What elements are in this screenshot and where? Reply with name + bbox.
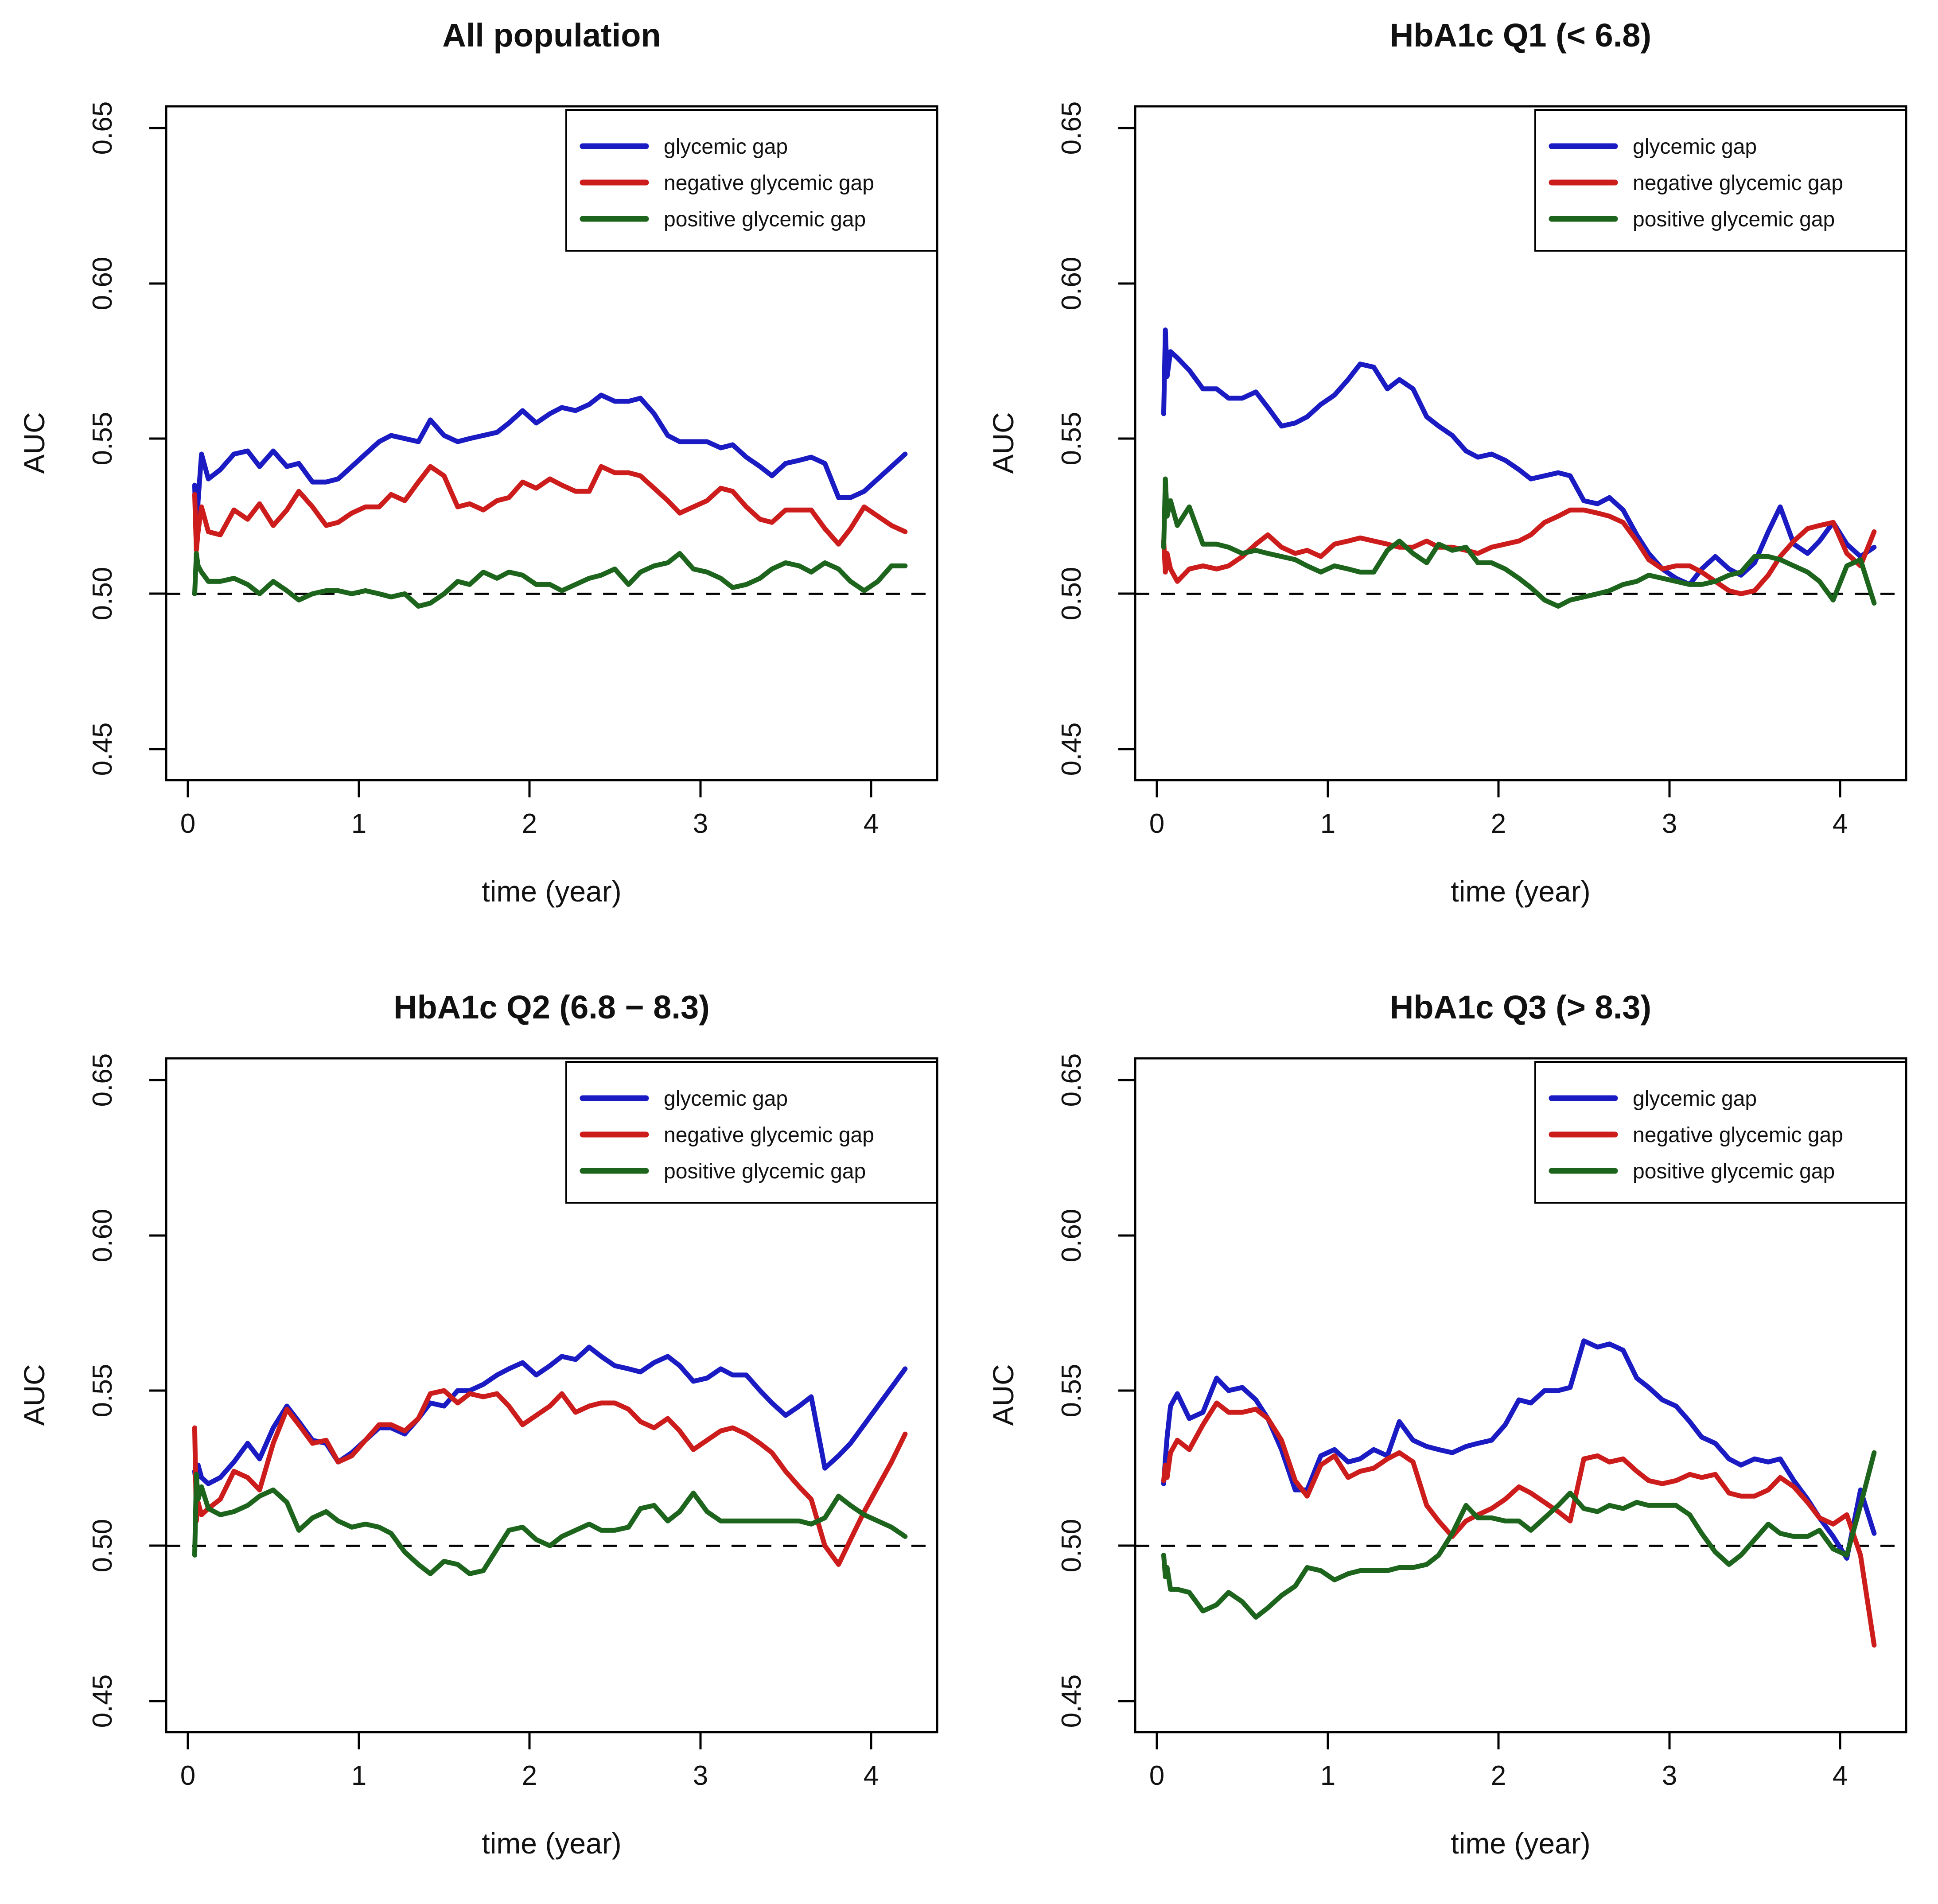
negative-glycemic-gap-line [192,464,908,553]
x-tick-label: 0 [180,1760,195,1791]
legend-label: positive glycemic gap [1633,1160,1835,1183]
legend-label: positive glycemic gap [1633,208,1835,231]
x-axis-title: time (year) [482,1827,621,1860]
legend-label: glycemic gap [664,135,788,159]
panel-3-svg: HbA1c Q2 (6.8 − 8.3) 0.65 0.60 0.55 0.50… [18,989,938,1860]
y-tick-label: 0.50 [87,1519,118,1573]
legend-label: negative glycemic gap [664,171,874,195]
legend-label: glycemic gap [1633,135,1757,159]
x-tick-label: 0 [180,808,195,839]
y-tick-label: 0.45 [87,723,118,776]
x-tick-label: 2 [522,1760,537,1791]
y-tick-label: 0.45 [87,1675,118,1728]
legend-label: negative glycemic gap [1633,1123,1843,1147]
y-tick-label: 0.50 [1056,567,1087,621]
panel-2-svg: HbA1c Q1 (< 6.8) 0.65 0.60 0.55 0.50 0.4… [987,17,1907,908]
legend-label: glycemic gap [1633,1087,1757,1111]
y-axis-title: AUC [18,412,51,474]
plot-box [165,105,938,781]
y-axis-title: AUC [987,1364,1020,1426]
legend-label: positive glycemic gap [664,1160,866,1183]
legend-label: negative glycemic gap [1633,171,1843,195]
y-axis-title: AUC [987,412,1020,474]
panel-hba1c-q1: HbA1c Q1 (< 6.8) 0.65 0.60 0.55 0.50 0.4… [969,0,1938,952]
panel-hba1c-q3: HbA1c Q3 (> 8.3) 0.65 0.60 0.55 0.50 0.4… [969,952,1938,1904]
x-tick-label: 3 [1662,808,1677,839]
y-tick-label: 0.65 [1056,1053,1087,1107]
x-tick-label: 0 [1149,1760,1164,1791]
x-axis-title: time (year) [1451,1827,1590,1860]
panel-hba1c-q2: HbA1c Q2 (6.8 − 8.3) 0.65 0.60 0.55 0.50… [0,952,969,1904]
panel-title: HbA1c Q3 (> 8.3) [1390,989,1651,1026]
panel-title: All population [442,17,661,54]
y-tick-label: 0.55 [1056,1364,1087,1418]
y-tick-label: 0.65 [87,101,118,155]
y-tick-label: 0.50 [87,567,118,621]
x-tick-label: 2 [522,808,537,839]
x-tick-label: 1 [1320,1760,1335,1791]
positive-glycemic-gap-line [1161,1450,1877,1620]
x-tick-label: 0 [1149,808,1164,839]
y-tick-label: 0.55 [87,412,118,466]
plot-box [1134,1057,1907,1733]
plot-box [1134,105,1907,781]
y-tick-label: 0.60 [1056,1209,1087,1263]
y-tick-label: 0.50 [1056,1519,1087,1573]
positive-glycemic-gap-line [192,551,908,609]
y-tick-label: 0.60 [87,1209,118,1263]
x-tick-label: 1 [351,1760,366,1791]
x-tick-label: 3 [693,1760,708,1791]
x-axis-title: time (year) [1451,875,1590,908]
glycemic-gap-line [192,392,908,550]
negative-glycemic-gap-line [1161,1400,1877,1648]
x-tick-label: 4 [864,808,879,839]
x-tick-label: 4 [1833,1760,1848,1791]
x-tick-label: 2 [1491,808,1506,839]
panel-1-svg: All population 0.65 0.60 0.55 0.50 0.45 … [18,17,938,908]
panel-4-svg: HbA1c Q3 (> 8.3) 0.65 0.60 0.55 0.50 0.4… [987,989,1907,1860]
y-tick-label: 0.55 [1056,412,1087,466]
glycemic-gap-line [1161,1338,1877,1561]
panel-all-population: All population 0.65 0.60 0.55 0.50 0.45 … [0,0,969,952]
x-tick-label: 4 [1833,808,1848,839]
x-tick-label: 1 [351,808,366,839]
x-tick-label: 3 [693,808,708,839]
y-tick-label: 0.65 [1056,101,1087,155]
y-tick-label: 0.45 [1056,723,1087,776]
y-axis-title: AUC [18,1364,51,1426]
negative-glycemic-gap-line [192,1388,908,1567]
positive-glycemic-gap-line [1161,476,1877,609]
y-tick-label: 0.60 [1056,257,1087,311]
legend-label: glycemic gap [664,1087,788,1111]
legend-label: negative glycemic gap [664,1123,874,1147]
x-tick-label: 3 [1662,1760,1677,1791]
glycemic-gap-line [1161,327,1877,587]
y-tick-label: 0.65 [87,1053,118,1107]
legend-label: positive glycemic gap [664,208,866,231]
panel-title: HbA1c Q1 (< 6.8) [1390,17,1651,54]
plot-box [165,1057,938,1733]
y-tick-label: 0.60 [87,257,118,311]
x-tick-label: 2 [1491,1760,1506,1791]
positive-glycemic-gap-line [192,1472,908,1576]
x-tick-label: 1 [1320,808,1335,839]
y-tick-label: 0.45 [1056,1675,1087,1728]
panel-title: HbA1c Q2 (6.8 − 8.3) [393,989,710,1026]
y-tick-label: 0.55 [87,1364,118,1418]
glycemic-gap-line [192,1344,908,1489]
x-tick-label: 4 [864,1760,879,1791]
x-axis-title: time (year) [482,875,621,908]
